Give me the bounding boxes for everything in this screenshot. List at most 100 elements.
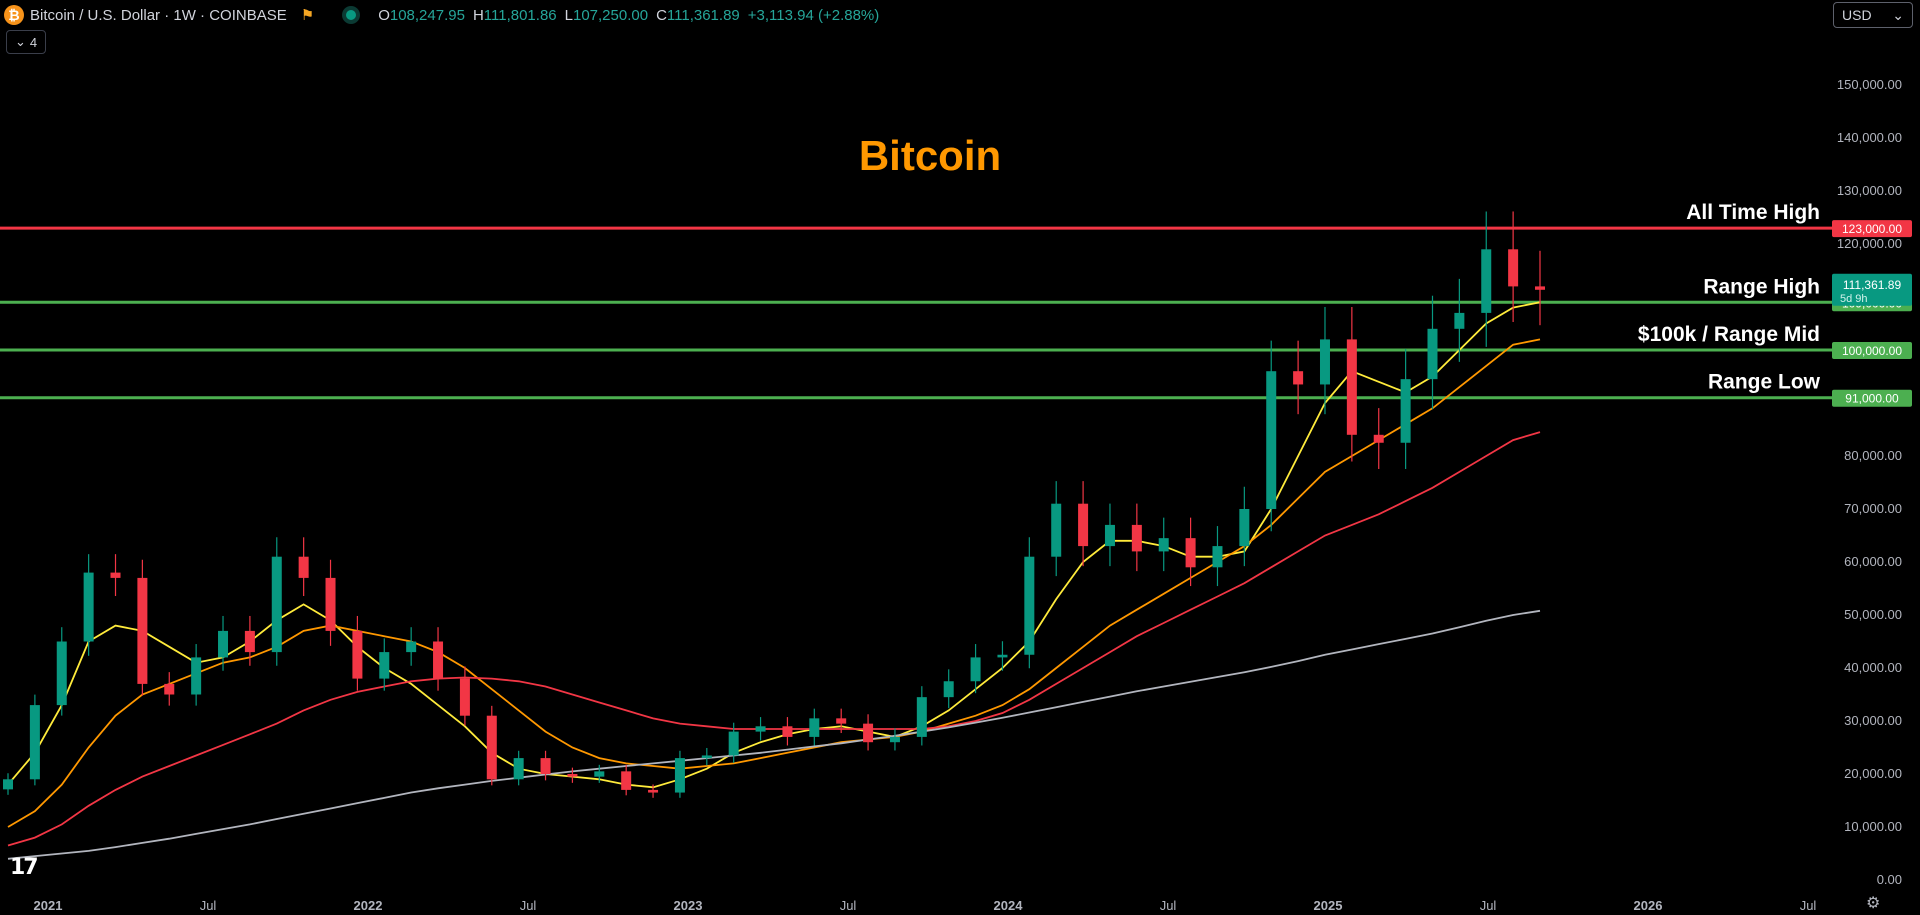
candle-body: [1131, 524, 1142, 552]
candle-body: [1373, 434, 1384, 443]
candle-body: [164, 683, 175, 695]
candle-body: [863, 723, 874, 743]
gear-icon[interactable]: ⚙: [1866, 895, 1881, 912]
x-tick-label: 2023: [674, 898, 703, 913]
x-tick-label: 2026: [1634, 898, 1663, 913]
candle-body: [110, 572, 121, 578]
candle-body: [1427, 328, 1438, 380]
candle-body: [540, 758, 551, 774]
candle-body: [594, 771, 605, 777]
level-price-tag: [1832, 389, 1912, 407]
candle-body: [1104, 524, 1115, 547]
open-label: O: [378, 6, 390, 24]
candle-body: [244, 630, 255, 653]
bitcoin-icon: ₿: [4, 5, 24, 25]
level-price-label: 123,000.00: [1842, 222, 1902, 236]
flag-icon[interactable]: ⚑: [300, 7, 315, 24]
candle-body: [56, 641, 67, 706]
y-tick-label: 80,000.00: [1844, 448, 1902, 463]
level-label: All Time High: [1686, 201, 1820, 224]
candle-body: [889, 736, 900, 743]
candle-body: [782, 726, 793, 737]
candle-body: [755, 726, 766, 732]
y-tick-label: 150,000.00: [1837, 77, 1902, 92]
candle-body: [621, 771, 632, 790]
x-tick-label: Jul: [1160, 898, 1177, 913]
low-label: L: [564, 6, 573, 24]
x-tick-label: Jul: [520, 898, 537, 913]
candle-body: [1051, 503, 1062, 557]
candle-body: [1319, 339, 1330, 385]
chevron-down-icon: ⌄: [1892, 6, 1904, 23]
y-tick-label: 120,000.00: [1837, 236, 1902, 251]
open-value: 108,247.95: [389, 6, 465, 24]
bar-countdown-label: 5d 9h: [1840, 293, 1868, 305]
x-tick-label: Jul: [840, 898, 857, 913]
indicators-toggle[interactable]: ⌄ 4: [6, 30, 47, 54]
candle-body: [271, 556, 282, 653]
candle-body: [1454, 312, 1465, 329]
y-tick-label: 70,000.00: [1844, 501, 1902, 516]
y-tick-label: 50,000.00: [1844, 607, 1902, 622]
candle-body: [648, 789, 659, 793]
candle-body: [1239, 509, 1250, 547]
moving-average-line: [7, 338, 1541, 828]
candle-body: [325, 577, 336, 631]
level-label: Range Low: [1708, 371, 1821, 394]
y-tick-label: 0.00: [1877, 872, 1902, 887]
last-price-label: 111,361.89: [1843, 278, 1902, 292]
level-label: $100k / Range Mid: [1638, 323, 1820, 346]
candle-body: [1078, 503, 1089, 547]
x-tick-label: Jul: [1480, 898, 1497, 913]
low-value: 107,250.00: [572, 6, 649, 24]
currency-select[interactable]: USD ⌄: [1833, 2, 1913, 28]
high-value: 111,801.86: [483, 6, 557, 24]
moving-average-line: [7, 301, 1541, 789]
moving-average-line: [7, 431, 1541, 847]
candle-body: [567, 774, 578, 777]
candle-body: [513, 758, 524, 780]
candle-body: [1535, 286, 1545, 290]
y-tick-label: 20,000.00: [1844, 766, 1902, 781]
candle-body: [701, 755, 712, 759]
candle-body: [459, 678, 470, 716]
change-value: +3,113.94 (+2.88%): [747, 6, 880, 24]
currency-value: USD: [1842, 7, 1872, 23]
x-tick-label: 2025: [1314, 898, 1343, 913]
level-price-label: 91,000.00: [1845, 392, 1899, 406]
candle-body: [137, 577, 148, 684]
candle-body: [298, 556, 309, 578]
y-tick-label: 40,000.00: [1844, 660, 1902, 675]
candle-body: [916, 697, 927, 737]
candle-body: [29, 705, 40, 780]
symbol-title[interactable]: Bitcoin / U.S. Dollar · 1W · COINBASE: [30, 6, 287, 24]
tradingview-logo-icon[interactable]: 17: [10, 855, 39, 880]
close-label: C: [656, 6, 667, 24]
chevron-down-icon: ⌄: [15, 34, 26, 49]
candle-body: [218, 630, 229, 658]
y-tick-label: 10,000.00: [1844, 819, 1902, 834]
candle-body: [1508, 249, 1519, 287]
candle-body: [1266, 371, 1277, 509]
x-tick-label: 2022: [354, 898, 383, 913]
y-tick-label: 30,000.00: [1844, 713, 1902, 728]
x-tick-label: 2021: [34, 898, 63, 913]
candle-body: [1400, 379, 1411, 443]
moving-average-line: [7, 609, 1541, 860]
level-label: Range High: [1703, 275, 1820, 298]
candle-body: [406, 641, 417, 653]
last-price-tag: [1832, 273, 1912, 306]
candle-body: [970, 657, 981, 682]
candle-body: [728, 731, 739, 756]
candle-body: [943, 681, 954, 698]
candle-body: [1481, 249, 1492, 313]
candle-body: [83, 572, 94, 642]
market-status-icon: [346, 10, 357, 20]
candle-body: [1346, 339, 1357, 435]
candle-body: [1185, 538, 1196, 568]
level-price-tag: [1832, 220, 1912, 238]
x-tick-label: Jul: [200, 898, 217, 913]
indicator-count: 4: [29, 34, 38, 50]
candle-body: [997, 654, 1008, 658]
